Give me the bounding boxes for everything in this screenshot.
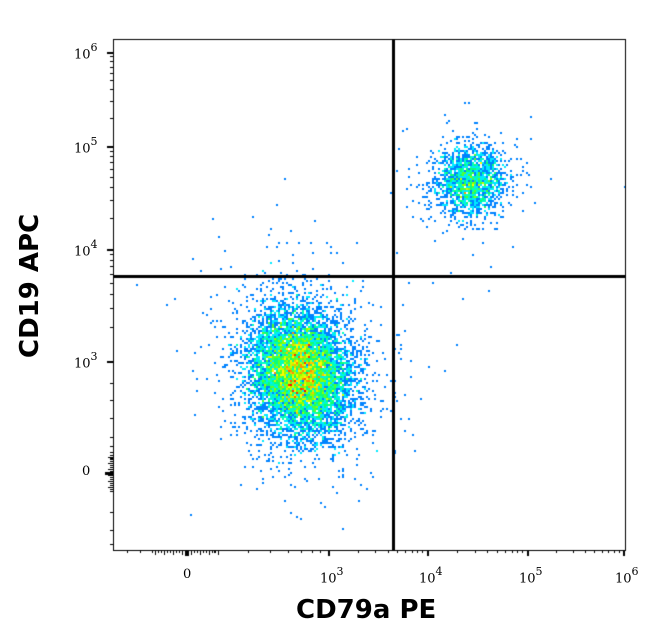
x-tick-label: 104 — [419, 565, 443, 587]
y-tick-label: 103 — [74, 350, 98, 372]
x-tick-label: 106 — [615, 565, 639, 587]
x-axis-title: CD79a PE — [296, 595, 437, 625]
x-tick-label: 105 — [519, 565, 543, 587]
x-tick-label: 0 — [183, 567, 192, 582]
y-tick-label: 105 — [74, 135, 98, 157]
y-tick-label: 106 — [74, 41, 98, 63]
y-tick-label: 104 — [74, 238, 98, 260]
x-tick-label: 103 — [320, 565, 344, 587]
y-tick-label: 0 — [82, 464, 91, 479]
y-axis-title: CD19 APC — [15, 213, 45, 358]
